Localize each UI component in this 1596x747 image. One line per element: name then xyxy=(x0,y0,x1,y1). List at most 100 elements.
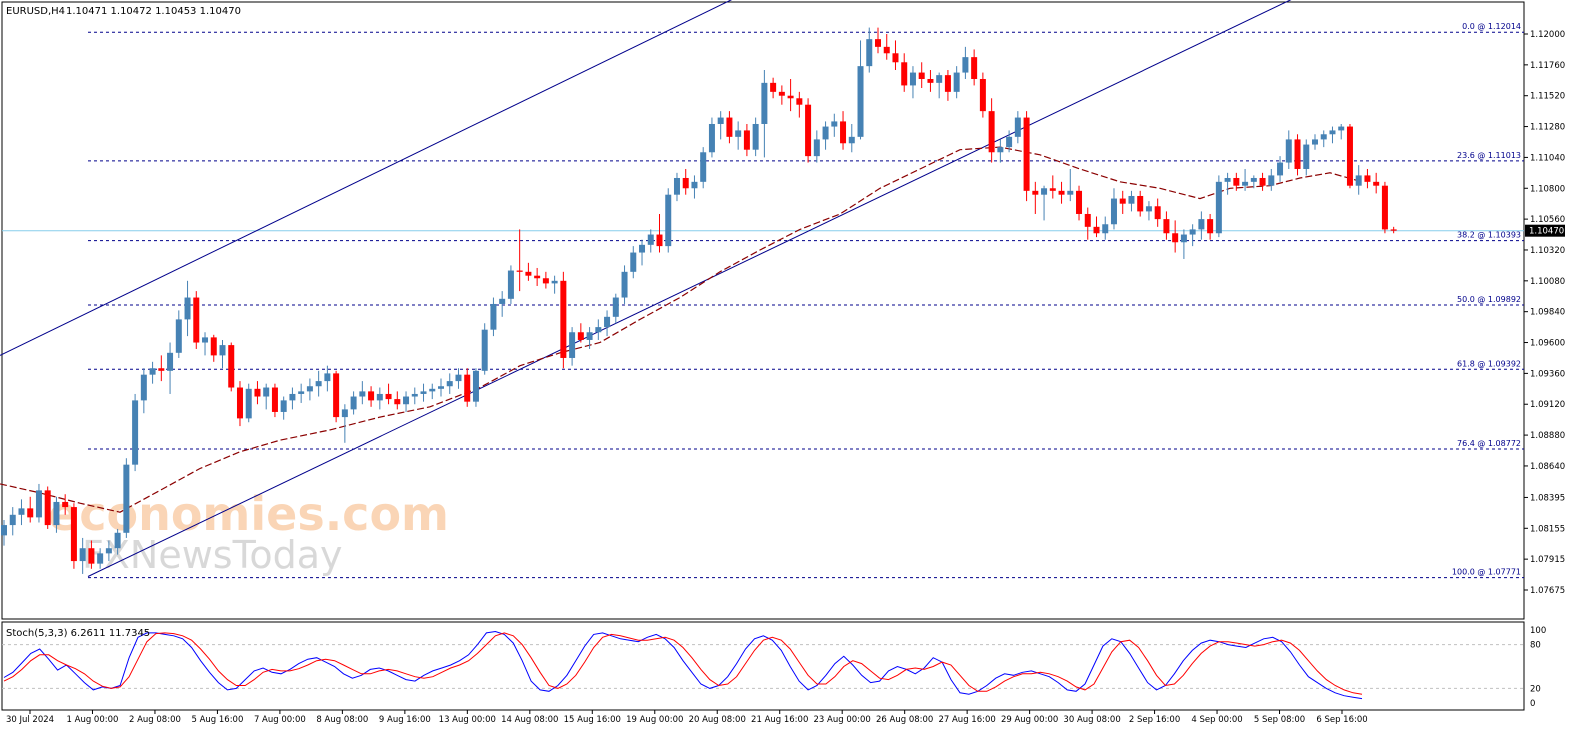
candle-body xyxy=(735,130,742,137)
candle xyxy=(1355,165,1362,195)
candle-body xyxy=(770,82,777,92)
candle xyxy=(1,519,7,546)
candle-body xyxy=(569,332,576,358)
candle xyxy=(551,275,558,294)
candle-body xyxy=(1259,177,1266,186)
candle xyxy=(717,111,724,140)
candle xyxy=(691,175,698,199)
candle xyxy=(1242,168,1249,191)
candle-body xyxy=(1285,139,1292,163)
candle-body xyxy=(341,409,348,418)
candle-body xyxy=(988,111,995,153)
stoch-panel-frame xyxy=(1,621,1525,711)
price-tick-label: 1.11280 xyxy=(1530,123,1565,133)
candle-body xyxy=(708,123,715,153)
candle-body xyxy=(105,548,112,554)
candle xyxy=(368,386,375,407)
candle xyxy=(88,540,95,569)
candle-body xyxy=(1207,219,1214,234)
time-tick-label: 30 Jul 2024 xyxy=(6,715,54,725)
candle-body xyxy=(761,82,768,124)
candle xyxy=(708,117,715,158)
candle xyxy=(979,72,986,118)
candle xyxy=(403,391,410,412)
time-tick-label: 2 Aug 08:00 xyxy=(129,715,181,725)
candle-body xyxy=(394,399,401,405)
candle xyxy=(805,98,812,163)
candle xyxy=(105,540,112,562)
candle-body xyxy=(499,298,506,304)
fib-label: 61.8 @ 1.09392 xyxy=(1457,359,1521,368)
fib-label: 23.6 @ 1.11013 xyxy=(1457,151,1521,160)
channel-upper-line xyxy=(0,0,733,356)
candle-body xyxy=(997,147,1004,153)
candle xyxy=(1014,111,1021,144)
price-axis: 1.12000 1.11760 1.11520 1.11280 1.11040 1.108… xyxy=(1524,30,1565,596)
stoch-tick-label: 20 xyxy=(1530,684,1541,694)
candle xyxy=(446,373,453,394)
candle-body xyxy=(639,244,646,253)
candle-body xyxy=(280,400,287,412)
candle xyxy=(202,332,209,356)
candle-body xyxy=(140,374,147,401)
candle xyxy=(630,246,637,279)
candle-body xyxy=(1338,126,1345,131)
candle-body xyxy=(857,66,864,137)
time-tick-label: 21 Aug 16:00 xyxy=(751,715,808,725)
candle xyxy=(1312,134,1318,150)
candle xyxy=(324,365,331,392)
candle-body xyxy=(1268,175,1275,186)
candle-body xyxy=(44,490,51,526)
candle xyxy=(901,53,908,92)
candle-body xyxy=(245,388,252,419)
watermark: economies.com FXNewsToday xyxy=(48,487,449,577)
candle xyxy=(542,271,549,289)
candle xyxy=(647,229,654,253)
candle-body xyxy=(114,532,121,549)
price-tick-label: 1.07915 xyxy=(1530,555,1565,565)
candle xyxy=(875,27,881,54)
candle-body xyxy=(1180,234,1187,243)
candle xyxy=(385,383,392,405)
candle-body xyxy=(1110,198,1117,225)
price-tick-label: 1.10080 xyxy=(1530,277,1565,287)
candle xyxy=(840,111,847,150)
candle-body xyxy=(1093,226,1100,234)
candle xyxy=(1128,190,1135,212)
candle-body xyxy=(97,553,104,564)
candle-body xyxy=(1364,175,1371,182)
candle-body xyxy=(1250,177,1257,182)
candle-body xyxy=(1233,177,1240,186)
candle-body xyxy=(1329,130,1336,135)
candle-body xyxy=(962,57,969,73)
candle xyxy=(1294,134,1301,176)
candle-body xyxy=(1032,190,1039,195)
candle-body xyxy=(1154,206,1161,220)
candle-body xyxy=(1390,229,1397,231)
candle-body xyxy=(682,177,689,189)
candle-body xyxy=(219,345,226,356)
candle xyxy=(455,368,462,389)
candle xyxy=(62,494,69,515)
candle xyxy=(1285,130,1292,169)
candle xyxy=(726,111,733,144)
candle xyxy=(665,188,672,253)
candle xyxy=(394,391,401,410)
price-tick-label: 1.12000 xyxy=(1530,30,1565,40)
candle-body xyxy=(149,368,156,375)
candle xyxy=(1338,123,1345,140)
candle xyxy=(499,291,506,317)
candle-body xyxy=(175,319,182,353)
candle xyxy=(1093,216,1100,238)
candle-body xyxy=(403,396,410,405)
candle-body xyxy=(892,53,899,63)
candle xyxy=(341,404,348,443)
candle-body xyxy=(953,72,960,92)
candle xyxy=(236,381,243,427)
candle-body xyxy=(1067,190,1074,195)
candle-body xyxy=(1320,134,1327,140)
candle-body xyxy=(1312,139,1318,145)
candle xyxy=(507,265,514,304)
candle-body xyxy=(18,508,25,515)
